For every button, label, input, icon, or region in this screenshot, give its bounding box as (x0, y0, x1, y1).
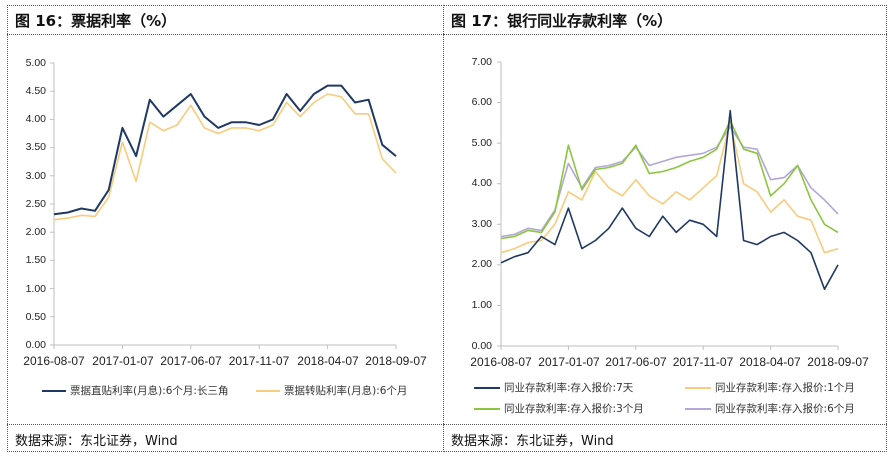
x-tick: 2017-06-07 (160, 354, 222, 368)
x-tick: 2017-01-07 (92, 354, 154, 368)
x-tick: 2017-11-07 (672, 355, 734, 369)
y-tick: 7.00 (471, 56, 492, 68)
y-tick: 3.00 (25, 170, 46, 182)
series-line (500, 122, 839, 254)
x-tick: 2016-08-07 (470, 355, 532, 369)
x-tick: 2017-11-07 (228, 354, 290, 368)
navy-line-swatch (474, 386, 500, 389)
left-chart-title: 图 16：票据利率（%） (15, 12, 177, 30)
legend-label: 同业存款利率:存入报价:6个月 (715, 403, 855, 415)
right-source-divider (443, 424, 887, 425)
left-title-divider (7, 34, 444, 35)
series-line (53, 84, 397, 216)
x-tick: 2016-08-07 (23, 354, 85, 368)
y-tick: 0.00 (471, 340, 492, 352)
orange-line-swatch (256, 389, 280, 392)
x-tick: 2018-04-07 (297, 354, 359, 368)
y-tick: 4.00 (25, 113, 46, 125)
y-tick: 6.00 (471, 96, 492, 108)
legend-label: 同业存款利率:存入报价:3个月 (504, 403, 644, 415)
legend-label: 同业存款利率:存入报价:1个月 (715, 382, 855, 394)
series-line (500, 120, 839, 240)
x-tick: 2018-09-07 (365, 354, 427, 368)
y-tick: 1.50 (25, 254, 46, 266)
legend-label: 票据转贴利率(月息):6个月 (284, 385, 408, 397)
y-tick: 2.00 (471, 258, 492, 270)
legend-label: 票据直贴利率(月息):6个月:长三角 (70, 385, 229, 397)
legend-label: 同业存款利率:存入报价:7天 (504, 382, 634, 394)
green-line-swatch (474, 407, 500, 410)
right-legend-item-7d: 同业存款利率:存入报价:7天 (474, 380, 633, 395)
x-tick: 2017-06-07 (605, 355, 667, 369)
y-tick: 2.50 (25, 198, 46, 210)
y-tick: 3.50 (25, 141, 46, 153)
right-legend-item-1m: 同业存款利率:存入报价:1个月 (685, 380, 855, 395)
x-tick: 2017-01-07 (538, 355, 600, 369)
right-legend-item-6m: 同业存款利率:存入报价:6个月 (685, 401, 855, 416)
y-tick: 4.50 (25, 85, 46, 97)
x-tick: 2018-09-07 (807, 355, 869, 369)
navy-line-swatch (42, 389, 66, 392)
y-tick: 3.00 (471, 218, 492, 230)
right-legend-item-3m: 同业存款利率:存入报价:3个月 (474, 401, 644, 416)
left-legend-item-direct-discount: 票据直贴利率(月息):6个月:长三角 (42, 383, 228, 398)
x-tick: 2018-04-07 (739, 355, 801, 369)
y-tick: 5.00 (471, 137, 492, 149)
series-line (53, 93, 397, 221)
y-tick: 1.00 (25, 283, 46, 295)
series-line (500, 109, 839, 291)
purple-line-swatch (685, 407, 711, 410)
left-source-note: 数据来源：东北证券，Wind (15, 434, 178, 449)
y-tick: 1.00 (471, 299, 492, 311)
right-source-note: 数据来源：东北证券，Wind (451, 434, 614, 449)
y-tick: 5.00 (25, 57, 46, 69)
series-line (500, 126, 839, 238)
y-tick: 0.50 (25, 311, 46, 323)
y-tick: 4.00 (471, 177, 492, 189)
y-tick: 2.00 (25, 226, 46, 238)
left-source-divider (7, 424, 444, 425)
orange-line-swatch (685, 386, 711, 389)
left-legend-item-rediscount: 票据转贴利率(月息):6个月 (256, 383, 407, 398)
right-panel-frame (443, 5, 887, 452)
right-chart-title: 图 17：银行同业存款利率（%） (451, 12, 673, 30)
right-title-divider (443, 34, 887, 35)
y-tick: 0.00 (25, 339, 46, 351)
